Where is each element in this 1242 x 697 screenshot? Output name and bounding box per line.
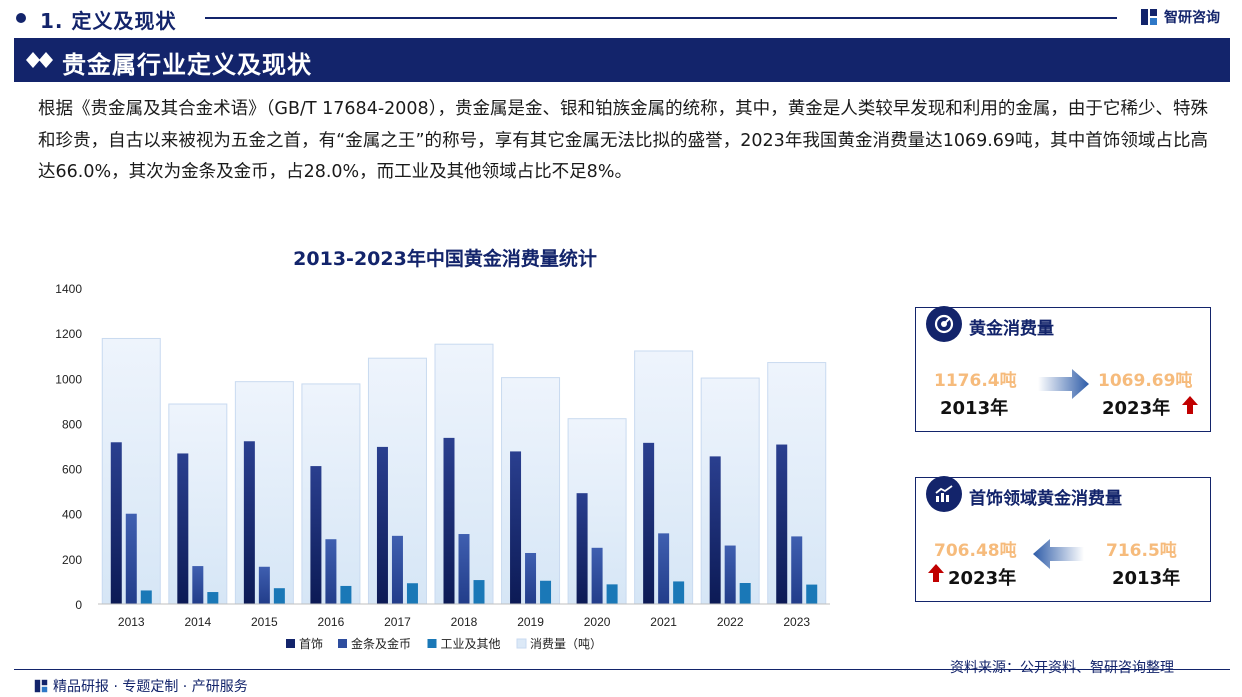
bar-bars-coins — [258, 566, 270, 604]
x-tick-label: 2018 — [451, 615, 478, 629]
legend-swatch — [286, 639, 295, 648]
legend-label: 金条及金币 — [351, 636, 411, 651]
chart-trend-icon — [926, 476, 962, 512]
x-tick-label: 2022 — [717, 615, 744, 629]
y-tick-label: 1000 — [55, 372, 82, 386]
legend-label: 首饰 — [299, 637, 323, 651]
legend-swatch — [516, 638, 527, 649]
bar-industrial — [606, 584, 618, 604]
bar-industrial — [340, 585, 352, 604]
bar-jewelry — [243, 441, 255, 604]
bar-bars-coins — [391, 535, 403, 604]
year-2023: 2023年 — [1102, 398, 1171, 419]
tagline-text: 精品研报 · 专题定制 · 产研服务 — [53, 679, 248, 695]
legend-swatch — [427, 639, 437, 648]
bullet-dot — [16, 13, 26, 23]
up-arrow-icon — [1182, 396, 1198, 414]
double-diamond-icon — [26, 52, 53, 68]
x-tick-label: 2019 — [517, 615, 544, 629]
bar-industrial — [739, 583, 751, 604]
bar-jewelry — [709, 456, 721, 604]
bar-industrial — [207, 592, 219, 604]
bar-jewelry — [776, 444, 788, 604]
consumption-bar-chart: 0 200 400 600 800 1000 1200 1400 2013 2014 2015 201… — [55, 282, 830, 651]
bar-industrial — [540, 580, 552, 604]
footer-tagline: 精品研报 · 专题定制 · 产研服务 — [34, 676, 248, 696]
brand-name: 智研咨询 — [1164, 10, 1220, 26]
value-2013: 716.5吨 — [1106, 541, 1177, 561]
y-tick-label: 1400 — [55, 282, 82, 296]
left-arrow-icon — [1033, 539, 1084, 569]
intro-paragraph: 根据《贵金属及其合金术语》（GB/T 17684-2008），贵金属是金、银和铂… — [38, 99, 1208, 182]
title-banner: 贵金属行业定义及现状 — [14, 38, 1230, 82]
y-tick-label: 800 — [62, 417, 82, 431]
bar-industrial — [806, 584, 818, 604]
card-title: 黄金消费量 — [969, 319, 1054, 339]
section-title: 1. 定义及现状 — [40, 9, 177, 33]
section-header: 1. 定义及现状 智研咨询 — [0, 0, 1242, 36]
x-tick-label: 2014 — [184, 615, 211, 629]
bar-jewelry — [510, 451, 522, 604]
bar-industrial — [406, 583, 418, 604]
bar-bars-coins — [192, 566, 204, 604]
bar-bars-coins — [325, 539, 337, 604]
footer-divider — [14, 669, 1230, 670]
x-tick-label: 2016 — [318, 615, 345, 629]
bar-bars-coins — [591, 547, 603, 604]
legend-swatch — [338, 639, 347, 648]
card-title: 首饰领域黄金消费量 — [969, 489, 1122, 509]
x-tick-label: 2020 — [584, 615, 611, 629]
bar-jewelry — [443, 437, 455, 604]
bar-bars-coins — [791, 536, 803, 604]
y-tick-label: 600 — [62, 463, 82, 477]
bar-bars-coins — [125, 513, 137, 604]
bar-bars-coins — [658, 533, 670, 604]
banner-title: 贵金属行业定义及现状 — [62, 51, 312, 79]
bar-jewelry — [110, 442, 122, 604]
brand-logo-icon — [34, 679, 48, 693]
year-2023: 2023年 — [948, 568, 1017, 589]
value-2023: 1069.69吨 — [1098, 371, 1193, 391]
bar-jewelry — [177, 453, 189, 604]
legend-label: 消费量（吨） — [530, 637, 602, 651]
y-tick-label: 1200 — [55, 327, 82, 341]
source-note: 资料来源：公开资料、智研咨询整理 — [950, 660, 1174, 676]
x-tick-label: 2017 — [384, 615, 411, 629]
x-tick-label: 2023 — [783, 615, 810, 629]
jewelry-consumption-card: 首饰领域黄金消费量 706.48吨 2023年 716.5吨 2013年 — [915, 476, 1211, 602]
bar-bars-coins — [724, 545, 736, 604]
bar-jewelry — [576, 493, 588, 604]
x-tick-label: 2013 — [118, 615, 145, 629]
bar-industrial — [140, 590, 152, 604]
bar-jewelry — [310, 466, 322, 604]
year-2013: 2013年 — [1112, 568, 1181, 589]
bar-jewelry — [643, 442, 655, 604]
value-2023: 706.48吨 — [934, 541, 1017, 561]
right-arrow-icon — [1038, 369, 1089, 399]
y-tick-label: 200 — [62, 553, 82, 567]
gold-consumption-card: 黄金消费量 1176.4吨 2013年 1069.69吨 2023年 — [915, 306, 1211, 432]
legend-label: 工业及其他 — [441, 637, 501, 651]
gauge-icon — [926, 306, 962, 342]
bar-bars-coins — [525, 552, 537, 604]
value-2013: 1176.4吨 — [934, 371, 1017, 391]
x-tick-label: 2015 — [251, 615, 278, 629]
divider — [205, 17, 1117, 19]
bar-bars-coins — [458, 534, 470, 604]
bar-industrial — [273, 588, 285, 604]
y-tick-label: 0 — [75, 598, 82, 612]
brand[interactable]: 智研咨询 — [1140, 7, 1220, 27]
year-2013: 2013年 — [940, 398, 1009, 419]
y-tick-label: 400 — [62, 508, 82, 522]
up-arrow-icon — [928, 564, 944, 582]
x-tick-label: 2021 — [650, 615, 677, 629]
brand-logo-icon — [1141, 9, 1157, 25]
bar-industrial — [673, 581, 685, 604]
chart-title: 2013-2023年中国黄金消费量统计 — [293, 248, 597, 270]
bar-industrial — [473, 580, 485, 604]
bar-jewelry — [376, 446, 388, 604]
